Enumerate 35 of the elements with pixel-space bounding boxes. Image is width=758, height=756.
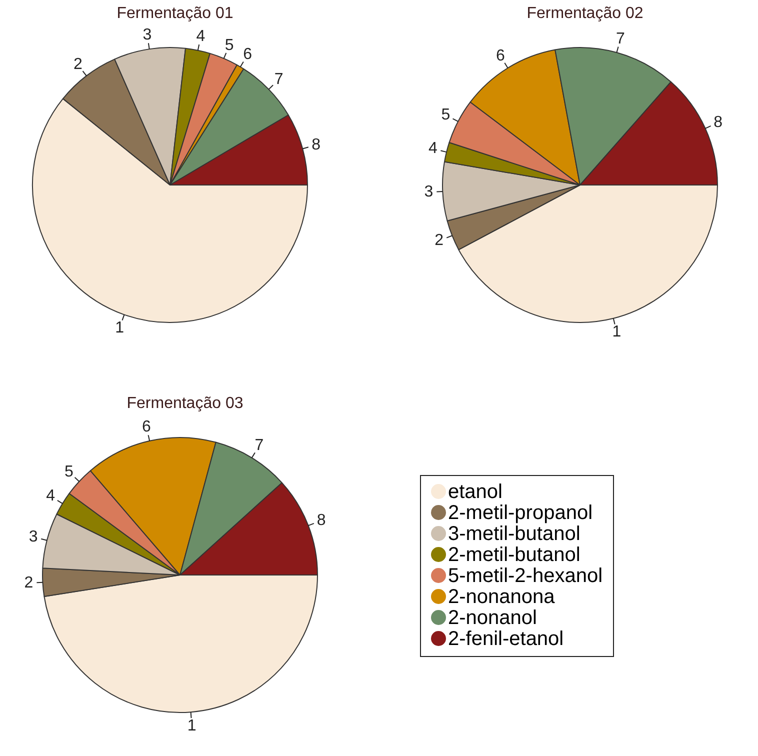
slice-label: 5 xyxy=(64,463,74,480)
slice-label: 3 xyxy=(142,26,152,44)
slice-label: 5 xyxy=(441,106,450,124)
text: etanol xyxy=(448,481,502,503)
slice-label: 7 xyxy=(254,437,264,454)
slice-label: 4 xyxy=(196,28,206,46)
chart-title: Fermentação 03 xyxy=(126,395,244,413)
slice-label: 2 xyxy=(24,574,34,592)
chart-title: Fermentação 02 xyxy=(526,5,644,23)
text: 2-metil-propanol xyxy=(448,502,593,524)
text: 2-fenil-etanol xyxy=(448,628,564,650)
slice-label: 4 xyxy=(46,488,56,505)
slice-label: 1 xyxy=(612,323,622,340)
slice-label: 3 xyxy=(28,528,38,546)
slice-label: 7 xyxy=(274,70,284,88)
text: 5-metil-2-hexanol xyxy=(448,565,603,587)
slice-label: 2 xyxy=(73,56,82,74)
slice-label: 8 xyxy=(714,114,723,132)
chart-title: Fermentação 01 xyxy=(116,5,234,23)
text: 2-metil-butanol xyxy=(448,544,580,566)
text: 3-metil-butanol xyxy=(448,523,580,545)
slice-label: 8 xyxy=(312,136,321,154)
slice-label: 6 xyxy=(496,47,505,64)
slice-label: 1 xyxy=(187,717,196,734)
slice-label: 6 xyxy=(142,418,152,436)
text: 2-nonanol xyxy=(448,607,537,629)
slice-label: 8 xyxy=(316,512,326,529)
text: 2-nonanona xyxy=(448,586,555,608)
slice-label: 1 xyxy=(115,319,124,336)
slice-label: 5 xyxy=(224,36,234,54)
slice-label: 2 xyxy=(434,232,444,250)
slice-label: 3 xyxy=(424,184,434,201)
slice-label: 6 xyxy=(243,46,252,64)
slice-label: 7 xyxy=(616,30,625,48)
slice-label: 4 xyxy=(428,140,438,158)
